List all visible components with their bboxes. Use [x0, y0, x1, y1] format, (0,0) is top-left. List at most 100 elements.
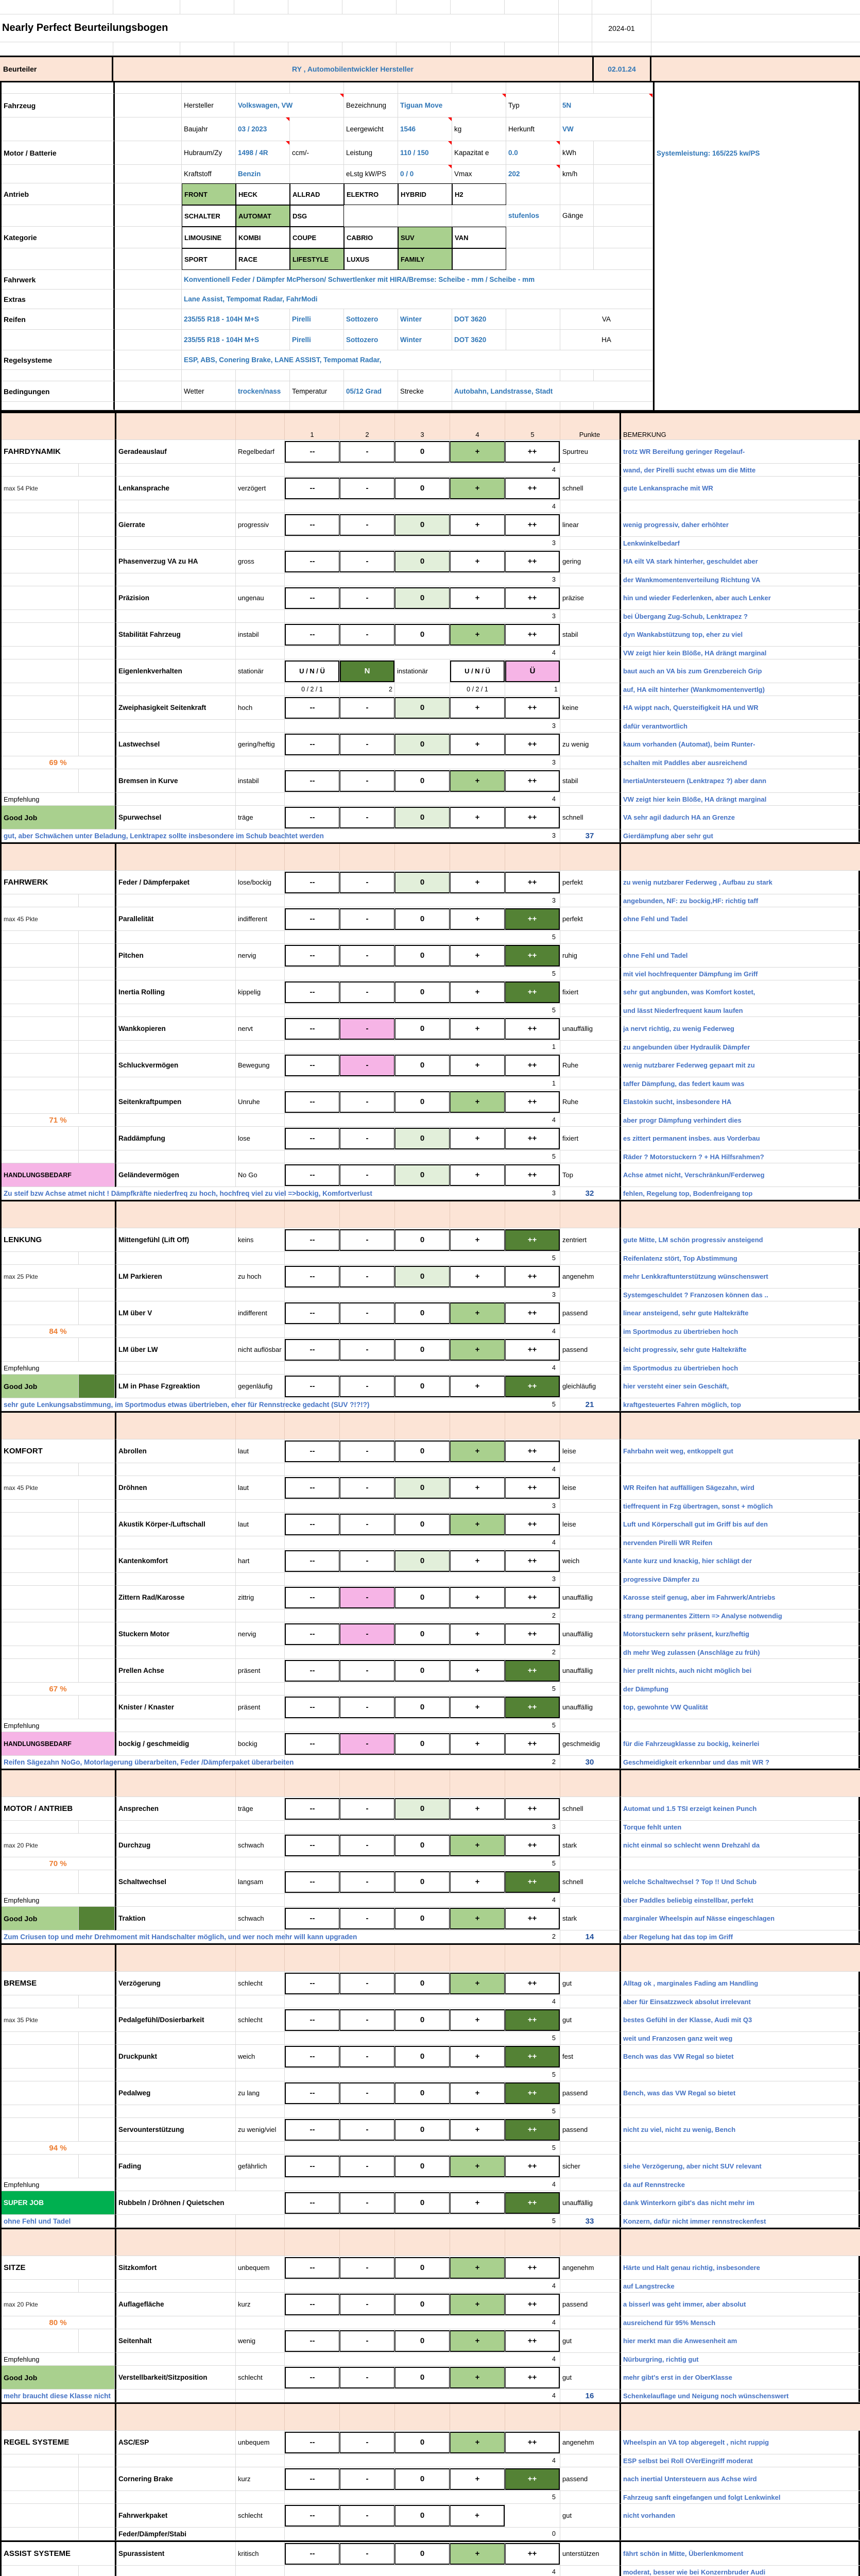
option-antrieb-h2[interactable]: H2 [452, 183, 506, 205]
rating-cell-komfort-7-1[interactable]: - [340, 1696, 394, 1718]
rating-cell-lenkung-0-3[interactable]: + [450, 1229, 505, 1251]
rating-cell-fahrdynamik-10-0[interactable]: -- [285, 806, 339, 828]
rating-cell-komfort-7-2[interactable]: 0 [395, 1696, 450, 1718]
remark-line-1[interactable]: zu wenig nutzbarer Federweg , Aufbau zu … [620, 871, 860, 894]
remark-line-2[interactable]: Konzern, dafür nicht immer rennstreckenf… [620, 2215, 860, 2228]
rating-cell-bremse-0-3[interactable]: + [450, 1972, 505, 1994]
rating-cell-fahrdynamik-9-4[interactable]: ++ [505, 770, 560, 792]
rating-cell-regel-0-1[interactable]: - [340, 2431, 394, 2453]
rating-cell-fahrwerk-8-3[interactable]: + [450, 1164, 505, 1186]
remark-line-1[interactable]: hin und wieder Federlenken, aber auch Le… [620, 586, 860, 610]
type-value[interactable]: 5N [560, 94, 653, 117]
rating-cell-sitze-3-4[interactable]: ++ [505, 2366, 560, 2388]
rating-cell-lenkung-2-1[interactable]: - [340, 1302, 394, 1324]
rating-cell-komfort-1-2[interactable]: 0 [395, 1477, 450, 1499]
rating-cell-lenkung-2-4[interactable]: ++ [505, 1302, 560, 1324]
remark-line-2[interactable]: ausreichend für 95% Mensch [620, 2316, 860, 2329]
rating-cell-bremse-5-2[interactable]: 0 [395, 2155, 450, 2177]
remark-line-1[interactable]: hier merkt man die Anwesenheit am [620, 2329, 860, 2353]
remark-line-1[interactable]: hier versteht einer sein Geschäft, [620, 1375, 860, 1398]
rating-cell-fahrdynamik-1-3[interactable]: + [450, 477, 505, 499]
rating-cell-motor-3-0[interactable]: -- [285, 1907, 339, 1929]
rating-cell-fahrdynamik-2-0[interactable]: -- [285, 514, 339, 536]
remark-line-1[interactable]: Alltag ok , marginales Fading am Handlin… [620, 1972, 860, 1995]
rating-cell-komfort-5-2[interactable]: 0 [395, 1623, 450, 1645]
rating-cell-fahrdynamik-7-0[interactable]: -- [285, 697, 339, 719]
rating-cell-fahrdynamik-1-4[interactable]: ++ [505, 477, 560, 499]
rating-cell-motor-2-2[interactable]: 0 [395, 1871, 450, 1893]
remark-line-2[interactable]: Schenkelauflage und Neigung noch wünsche… [620, 2389, 860, 2402]
rating-cell-fahrdynamik-8-4[interactable]: ++ [505, 733, 560, 755]
rating-cell-bremse-1-2[interactable]: 0 [395, 2009, 450, 2031]
remark-line-1[interactable]: leicht progressiv, sehr gute Haltekräfte [620, 1338, 860, 1362]
rating-cell-fahrwerk-0-4[interactable]: ++ [505, 871, 560, 893]
rating-cell-bremse-2-3[interactable]: + [450, 2045, 505, 2067]
rating-cell-lenkung-4-4[interactable]: ++ [505, 1375, 560, 1397]
remark-line-1[interactable]: es zittert permanent insbes. aus Vorderb… [620, 1127, 860, 1150]
rating-cell-sitze-3-2[interactable]: 0 [395, 2366, 450, 2388]
rating-cell-komfort-8-1[interactable]: - [340, 1733, 394, 1755]
weight-value[interactable]: 1546 [398, 117, 452, 141]
manufacturer-value[interactable]: Volkswagen, VW [236, 94, 344, 117]
remark-line-2[interactable] [620, 1857, 860, 1870]
remark-line-1[interactable]: ja nervt richtig, zu wenig Federweg [620, 1017, 860, 1041]
option-charakter-luxus[interactable]: LUXUS [344, 248, 398, 270]
remark-line-2[interactable]: ESP selbst bei Roll OVerEingriff moderat [620, 2454, 860, 2467]
rating-cell-komfort-1-4[interactable]: ++ [505, 1477, 560, 1499]
rating-cell-bremse-4-1[interactable]: - [340, 2119, 394, 2141]
rating-cell-assist-0-0[interactable]: -- [285, 2543, 339, 2565]
rating-cell-fahrdynamik-5-4[interactable]: ++ [505, 623, 560, 646]
rating-cell-fahrdynamik-10-1[interactable]: - [340, 806, 394, 828]
rating-cell-sitze-2-4[interactable]: ++ [505, 2330, 560, 2352]
rating-cell-motor-0-4[interactable]: ++ [505, 1798, 560, 1820]
remark-line-2[interactable]: Geschmeidigkeit erkennbar und das mit WR… [620, 1756, 860, 1769]
rating-cell-komfort-7-4[interactable]: ++ [505, 1696, 560, 1718]
rating-cell-regel-0-3[interactable]: + [450, 2431, 505, 2453]
rating-cell-fahrwerk-4-4[interactable]: ++ [505, 1018, 560, 1040]
remark-line-2[interactable]: Torque fehlt unten [620, 1821, 860, 1834]
remark-line-2[interactable] [620, 2105, 860, 2118]
rating-cell-komfort-0-0[interactable]: -- [285, 1440, 339, 1462]
rating-cell-komfort-0-1[interactable]: - [340, 1440, 394, 1462]
rating-cell-komfort-6-2[interactable]: 0 [395, 1659, 450, 1682]
rating-cell-fahrdynamik-5-2[interactable]: 0 [395, 623, 450, 646]
rating-cell-lenkung-1-4[interactable]: ++ [505, 1265, 560, 1287]
rating-cell-fahrwerk-4-2[interactable]: 0 [395, 1018, 450, 1040]
rating-cell-bremse-5-1[interactable]: - [340, 2155, 394, 2177]
remark-line-2[interactable]: dafür verantwortlich [620, 720, 860, 733]
rating-cell-fahrwerk-8-2[interactable]: 0 [395, 1164, 450, 1186]
remark-line-1[interactable]: Karosse steif genug, aber im Fahrwerk/An… [620, 1586, 860, 1609]
rating-cell-komfort-4-0[interactable]: -- [285, 1586, 339, 1608]
rating-cell-komfort-8-3[interactable]: + [450, 1733, 505, 1755]
rating-cell-motor-2-3[interactable]: + [450, 1871, 505, 1893]
rating-cell-fahrwerk-2-1[interactable]: - [340, 944, 394, 967]
rating-cell-fahrwerk-5-0[interactable]: -- [285, 1054, 339, 1076]
rating-cell-bremse-3-0[interactable]: -- [285, 2082, 339, 2104]
option-antrieb-front[interactable]: FRONT [182, 183, 236, 205]
rating-cell-fahrdynamik-7-3[interactable]: + [450, 697, 505, 719]
rating-cell-bremse-5-4[interactable]: ++ [505, 2155, 560, 2177]
remark-line-2[interactable]: VW zeigt hier kein Blöße, HA drängt marg… [620, 793, 860, 806]
rating-cell-regel-0-4[interactable]: ++ [505, 2431, 560, 2453]
remark-line-1[interactable]: Bench was das VW Regal so bietet [620, 2045, 860, 2069]
rating-cell-fahrwerk-0-3[interactable]: + [450, 871, 505, 893]
remark-line-1[interactable]: nicht vorhanden [620, 2504, 860, 2528]
rating-cell-motor-3-4[interactable]: ++ [505, 1907, 560, 1929]
remark-line-2[interactable]: im Sportmodus zu übertrieben hoch [620, 1362, 860, 1375]
rating-cell-fahrwerk-5-3[interactable]: + [450, 1054, 505, 1076]
vmax-value[interactable]: 202 [506, 165, 560, 183]
remark-line-1[interactable]: marginaler Wheelspin auf Nässe eingeschl… [620, 1907, 860, 1930]
remark-line-2[interactable]: VW zeigt hier kein Blöße, HA drängt marg… [620, 647, 860, 659]
remark-line-2[interactable]: da auf Rennstrecke [620, 2178, 860, 2191]
remark-line-2[interactable]: moderat, besser wie bei Konzernbruder Au… [620, 2566, 860, 2576]
option-antrieb-hybrid[interactable]: HYBRID [398, 183, 452, 205]
rating-cell-lenkung-1-1[interactable]: - [340, 1265, 394, 1287]
remark-line-1[interactable]: welche Schaltwechsel ? Top !! Und Schub [620, 1870, 860, 1894]
control-systems-value[interactable]: ESP, ABS, Conering Brake, LANE ASSIST, T… [182, 350, 653, 370]
remark-line-2[interactable]: Nürburgring, richtig gut [620, 2353, 860, 2366]
rating-cell-fahrdynamik-2-3[interactable]: + [450, 514, 505, 536]
remark-line-2[interactable]: nervenden Pirelli WR Reifen [620, 1536, 860, 1549]
rating-cell-fahrdynamik-7-2[interactable]: 0 [395, 697, 450, 719]
remark-line-1[interactable]: VA sehr agil dadurch HA an Grenze [620, 806, 860, 829]
rating-cell-fahrdynamik-0-3[interactable]: + [450, 440, 505, 463]
